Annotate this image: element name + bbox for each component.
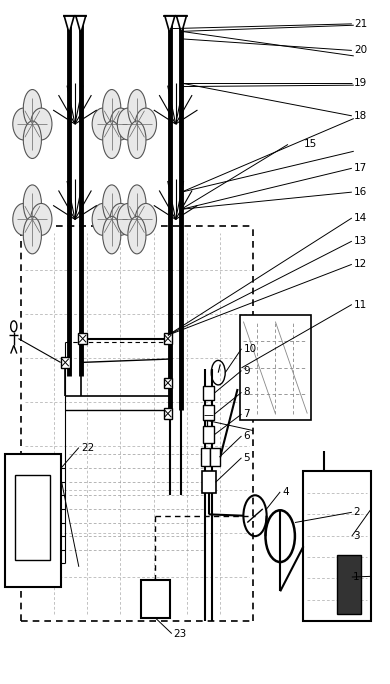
Text: 3: 3: [353, 531, 360, 541]
Bar: [164, 378, 172, 388]
Bar: [337, 555, 361, 614]
Ellipse shape: [31, 203, 52, 235]
Ellipse shape: [110, 108, 131, 140]
Ellipse shape: [23, 121, 41, 159]
Bar: [202, 471, 216, 493]
Text: 6: 6: [243, 431, 250, 441]
Bar: [5, 454, 61, 588]
Text: 22: 22: [81, 443, 94, 453]
Bar: [164, 334, 172, 343]
Bar: [164, 408, 172, 419]
Bar: [201, 448, 211, 466]
Ellipse shape: [23, 185, 41, 222]
Bar: [239, 315, 311, 421]
Ellipse shape: [92, 203, 113, 235]
Text: 7: 7: [243, 409, 250, 419]
Polygon shape: [176, 16, 186, 34]
Polygon shape: [76, 16, 86, 34]
Text: 14: 14: [354, 213, 367, 223]
Ellipse shape: [92, 108, 113, 140]
Ellipse shape: [103, 90, 121, 127]
Ellipse shape: [128, 90, 146, 127]
Text: 1: 1: [353, 572, 360, 582]
Text: 2: 2: [353, 508, 360, 517]
Ellipse shape: [13, 108, 34, 140]
Ellipse shape: [31, 108, 52, 140]
Text: 11: 11: [354, 300, 367, 310]
Bar: [61, 357, 69, 367]
Text: 15: 15: [303, 140, 317, 149]
Polygon shape: [165, 16, 175, 34]
Bar: [203, 386, 215, 400]
Bar: [303, 471, 371, 621]
Text: 13: 13: [354, 236, 367, 246]
Ellipse shape: [103, 216, 121, 254]
Bar: [211, 448, 220, 466]
Polygon shape: [64, 16, 74, 34]
Text: 19: 19: [354, 78, 367, 88]
Text: 20: 20: [354, 45, 367, 55]
Text: 21: 21: [354, 19, 367, 29]
Text: 4: 4: [282, 487, 289, 497]
Text: 5: 5: [243, 453, 250, 463]
Ellipse shape: [117, 203, 138, 235]
Ellipse shape: [110, 203, 131, 235]
Text: 9: 9: [243, 366, 250, 376]
Text: 12: 12: [354, 259, 367, 269]
Bar: [78, 334, 87, 343]
Ellipse shape: [23, 90, 41, 127]
Ellipse shape: [135, 203, 156, 235]
Ellipse shape: [103, 185, 121, 222]
Text: 23: 23: [174, 629, 187, 639]
Text: 16: 16: [354, 187, 367, 197]
Bar: [203, 426, 215, 443]
Bar: [15, 475, 50, 560]
Bar: [203, 406, 215, 421]
Text: 8: 8: [243, 387, 250, 397]
Ellipse shape: [135, 108, 156, 140]
Ellipse shape: [13, 203, 34, 235]
Ellipse shape: [117, 108, 138, 140]
Ellipse shape: [128, 121, 146, 159]
Text: 10: 10: [243, 344, 257, 354]
Ellipse shape: [128, 185, 146, 222]
Text: 18: 18: [354, 111, 367, 121]
Text: 17: 17: [354, 163, 367, 173]
Bar: [141, 581, 170, 618]
Ellipse shape: [128, 216, 146, 254]
Ellipse shape: [103, 121, 121, 159]
Ellipse shape: [23, 216, 41, 254]
